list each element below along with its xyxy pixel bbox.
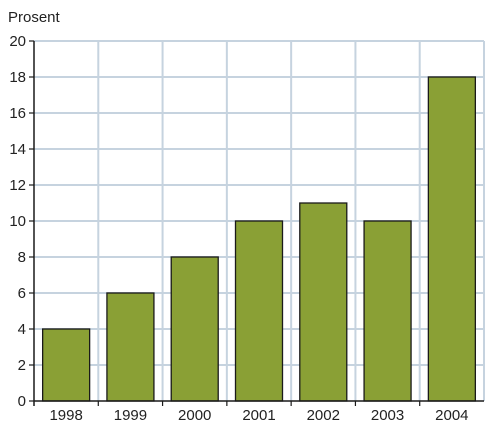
x-tick-label: 2002 <box>307 407 340 424</box>
y-tick-label: 8 <box>18 249 26 266</box>
bars <box>41 76 477 402</box>
bar-2001 <box>234 220 284 402</box>
bar-2004 <box>427 76 477 402</box>
bar-2000 <box>170 256 219 402</box>
y-tick-label: 4 <box>18 321 26 338</box>
y-tick-label: 6 <box>18 285 26 302</box>
axes <box>29 40 484 406</box>
x-tick-label: 2001 <box>242 407 275 424</box>
x-tick-label: 2000 <box>178 407 211 424</box>
grid <box>34 40 485 401</box>
x-tick-labels: 1998 1999 2000 2001 2002 2003 2004 <box>49 407 468 424</box>
y-tick-label: 20 <box>9 33 26 50</box>
x-tick-label: 2004 <box>435 407 468 424</box>
y-axis-label: Prosent <box>8 9 61 26</box>
y-tick-label: 10 <box>9 213 26 230</box>
y-tick-label: 18 <box>9 69 26 86</box>
y-tick-label: 12 <box>9 177 26 194</box>
x-tick-label: 1998 <box>49 407 82 424</box>
bar-2002 <box>299 202 348 402</box>
bar-1999 <box>106 292 155 402</box>
y-tick-label: 0 <box>18 393 26 410</box>
y-tick-label: 2 <box>18 357 26 374</box>
y-tick-label: 16 <box>9 105 26 122</box>
bar-2003 <box>363 220 412 402</box>
y-tick-labels: 0 2 4 6 8 10 12 14 16 18 20 <box>9 33 26 410</box>
x-tick-label: 1999 <box>114 407 147 424</box>
x-tick-label: 2003 <box>371 407 404 424</box>
bar-1998 <box>41 328 91 402</box>
y-tick-label: 14 <box>9 141 26 158</box>
